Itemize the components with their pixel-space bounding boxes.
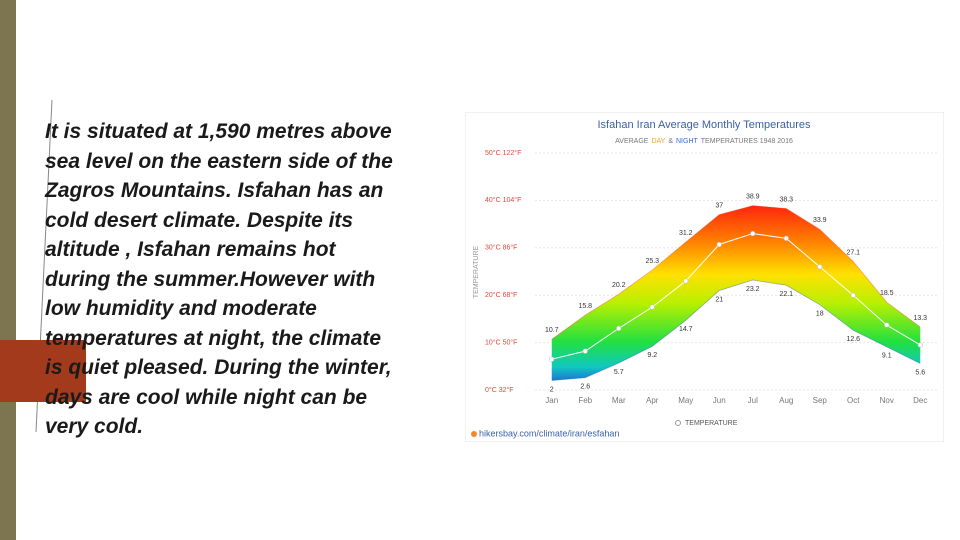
x-tick-label: Apr xyxy=(646,396,659,405)
x-tick-label: Jan xyxy=(545,396,558,405)
text-line: days are cool while night can be xyxy=(45,385,368,409)
avg-point xyxy=(616,325,622,331)
text-line: temperatures at night, the climate xyxy=(45,326,382,350)
band-edge xyxy=(551,205,921,340)
source: hikersbay.com/climate/iran/esfahan xyxy=(479,428,619,438)
y-tick-label: 30°C 86°F xyxy=(485,244,517,252)
avg-point xyxy=(817,264,823,270)
data-label: 2.6 xyxy=(580,384,590,391)
y-tick-label: 50°C 122°F xyxy=(485,149,521,157)
x-tick-label: Feb xyxy=(578,396,592,405)
side-strip xyxy=(0,0,16,540)
x-tick-label: Mar xyxy=(612,396,626,405)
data-label: 21 xyxy=(715,296,723,303)
subtitle-part: TEMPERATURES 1948 2016 xyxy=(701,138,793,145)
text-line: during the summer.However with xyxy=(45,267,376,291)
avg-point xyxy=(683,278,689,284)
y-axis-label: TEMPERATURE xyxy=(473,245,480,298)
x-tick-label: Sep xyxy=(813,396,828,405)
text-line: cold desert climate. Despite its xyxy=(45,208,354,232)
data-label: 25.3 xyxy=(645,258,659,265)
data-label: 20.2 xyxy=(612,282,626,289)
x-tick-label: Dec xyxy=(913,396,927,405)
y-tick-label: 0°C 32°F xyxy=(485,386,514,394)
legend-label: TEMPERATURE xyxy=(685,420,738,427)
paragraph: It is situated at 1,590 metres above sea … xyxy=(45,117,393,442)
source-icon xyxy=(471,431,477,437)
chart-subtitle: AVERAGE DAY & NIGHT TEMPERATURES 1948 2016 xyxy=(615,138,793,145)
avg-point xyxy=(549,356,555,362)
band-edge xyxy=(551,279,921,381)
data-label: 31.2 xyxy=(679,230,693,237)
y-tick-label: 20°C 68°F xyxy=(485,291,517,299)
avg-point xyxy=(917,342,923,348)
data-label: 27.1 xyxy=(846,249,860,256)
text-line: sea level on the eastern side of the xyxy=(45,149,393,173)
y-tick-label: 40°C 104°F xyxy=(485,196,521,204)
x-tick-label: May xyxy=(678,396,693,405)
text-line: It is situated at 1,590 metres above xyxy=(45,120,392,143)
data-label: 15.8 xyxy=(578,303,592,310)
subtitle-part: DAY xyxy=(651,138,665,145)
x-tick-label: Oct xyxy=(847,396,860,405)
data-label: 37 xyxy=(715,202,723,209)
text-line: altitude , Isfahan remains hot xyxy=(45,238,336,261)
data-label: 10.7 xyxy=(545,327,559,334)
text-line: Zagros Mountains. Isfahan has an xyxy=(45,179,384,202)
data-label: 12.6 xyxy=(846,336,860,343)
legend-marker xyxy=(675,420,681,426)
accent-block xyxy=(0,340,86,402)
x-tick-label: Jun xyxy=(713,396,726,405)
data-label: 18 xyxy=(816,311,824,318)
avg-point xyxy=(750,230,756,237)
text-line: low humidity and moderate xyxy=(45,297,317,320)
avg-point xyxy=(850,292,856,298)
data-label: 38.9 xyxy=(746,193,760,200)
chart: Isfahan Iran Average Monthly Temperature… xyxy=(465,112,944,442)
data-label: 9.2 xyxy=(647,352,657,359)
data-label: 22.1 xyxy=(779,291,793,298)
avg-line xyxy=(551,233,921,360)
avg-point xyxy=(716,241,722,248)
subtitle-part: & xyxy=(668,138,673,145)
x-tick-label: Nov xyxy=(880,396,894,405)
y-tick-label: 10°C 50°F xyxy=(485,338,517,346)
data-label: 9.1 xyxy=(882,353,892,360)
data-label: 23.2 xyxy=(746,286,760,293)
avg-point xyxy=(783,235,789,241)
subtitle-part: NIGHT xyxy=(676,138,699,145)
x-tick-label: Jul xyxy=(748,396,758,405)
data-label: 18.5 xyxy=(880,290,894,297)
band-fill xyxy=(551,205,921,381)
data-label: 2 xyxy=(550,386,554,393)
avg-point xyxy=(649,304,655,310)
text-line: is quiet pleased. During the winter, xyxy=(45,356,392,379)
data-label: 5.6 xyxy=(915,369,925,376)
data-label: 38.3 xyxy=(779,196,793,203)
data-label: 14.7 xyxy=(679,326,693,333)
data-label: 5.7 xyxy=(614,369,624,376)
subtitle-part: AVERAGE xyxy=(615,138,649,145)
chart-title: Isfahan Iran Average Monthly Temperature… xyxy=(598,119,811,131)
data-label: 33.9 xyxy=(813,217,827,224)
x-tick-label: Aug xyxy=(779,396,793,405)
avg-point xyxy=(884,322,890,328)
avg-point xyxy=(582,348,588,354)
text-line: very cold. xyxy=(45,415,144,438)
data-label: 13.3 xyxy=(913,315,927,322)
